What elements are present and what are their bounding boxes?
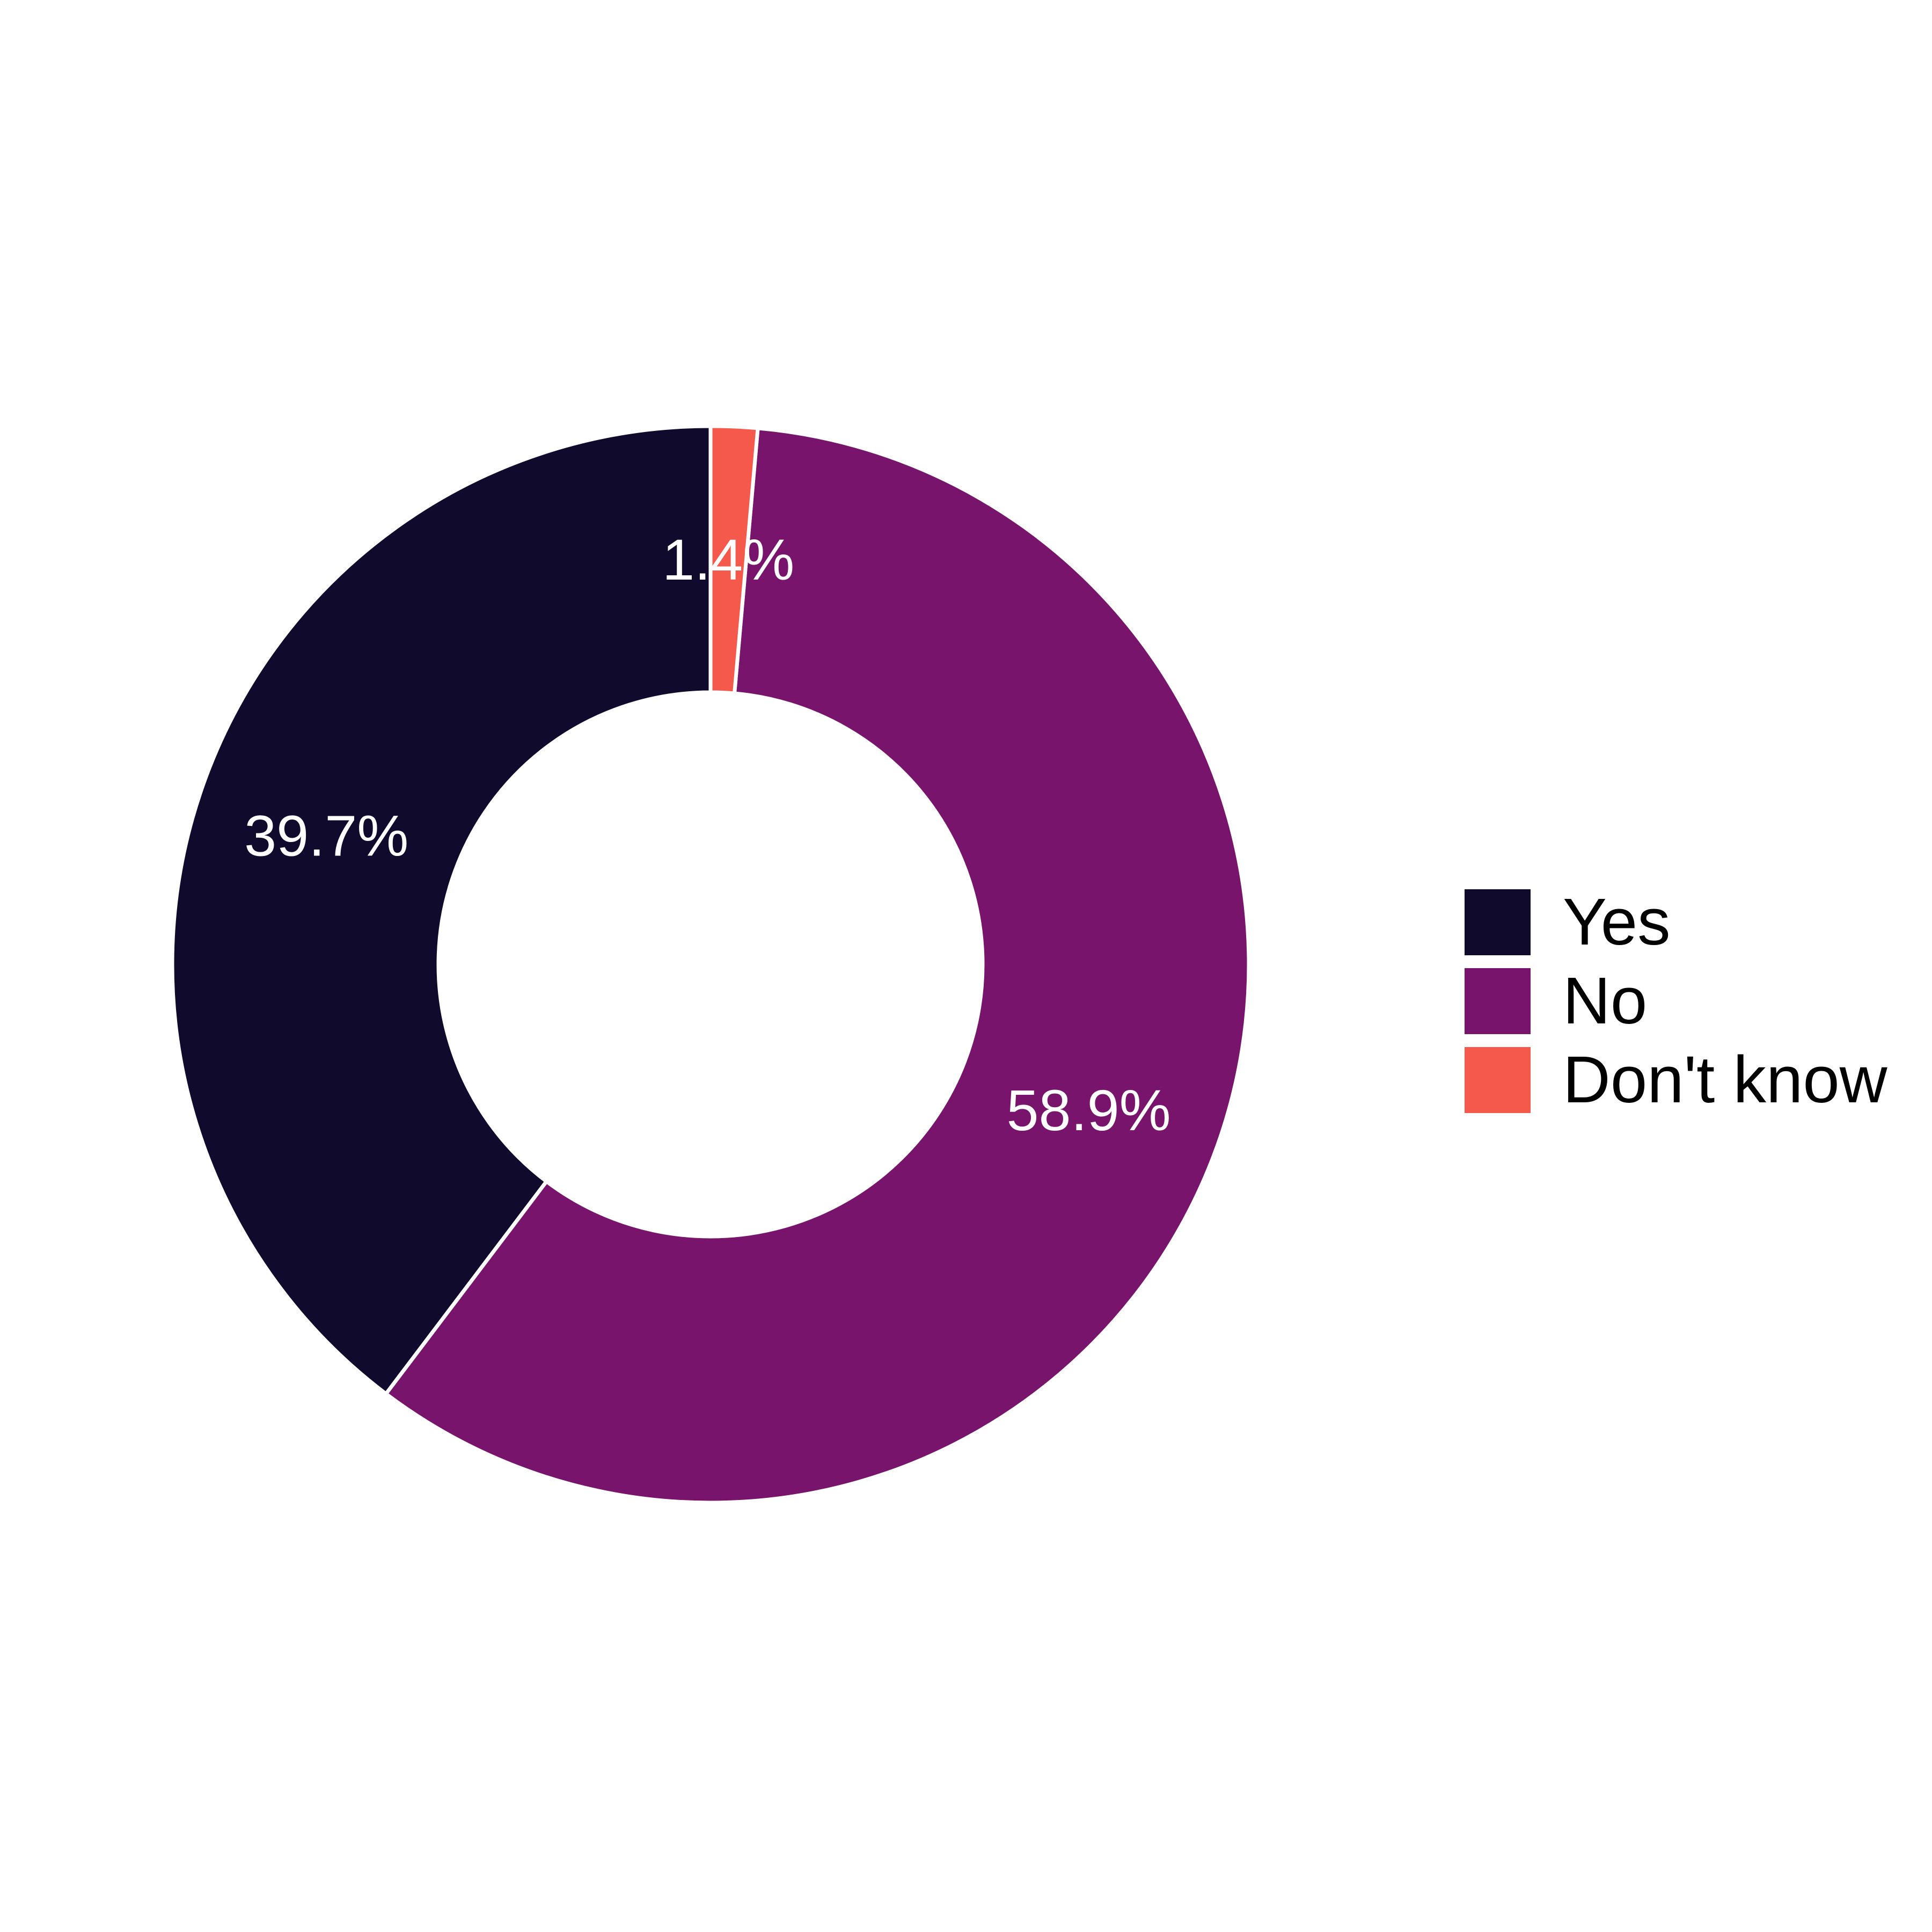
- donut-slices: [170, 424, 1251, 1505]
- legend-label-yes: Yes: [1563, 885, 1671, 959]
- legend-label-don-t-know: Don't know: [1563, 1043, 1888, 1117]
- slice-label-don-t-know: 1.4%: [662, 527, 794, 592]
- legend-swatch-yes: [1465, 889, 1531, 955]
- slice-don-t-know: [708, 424, 760, 696]
- legend-swatch-don-t-know: [1465, 1047, 1531, 1113]
- slice-label-yes: 39.7%: [244, 803, 408, 868]
- slice-label-no: 58.9%: [1006, 1078, 1170, 1143]
- legend-label-no: No: [1563, 964, 1647, 1038]
- donut-slice-labels: 39.7% 58.9% 1.4%: [244, 527, 1171, 1143]
- slice-yes: [170, 424, 713, 1397]
- slice-no: [383, 426, 1251, 1505]
- legend-swatch-no: [1465, 968, 1531, 1034]
